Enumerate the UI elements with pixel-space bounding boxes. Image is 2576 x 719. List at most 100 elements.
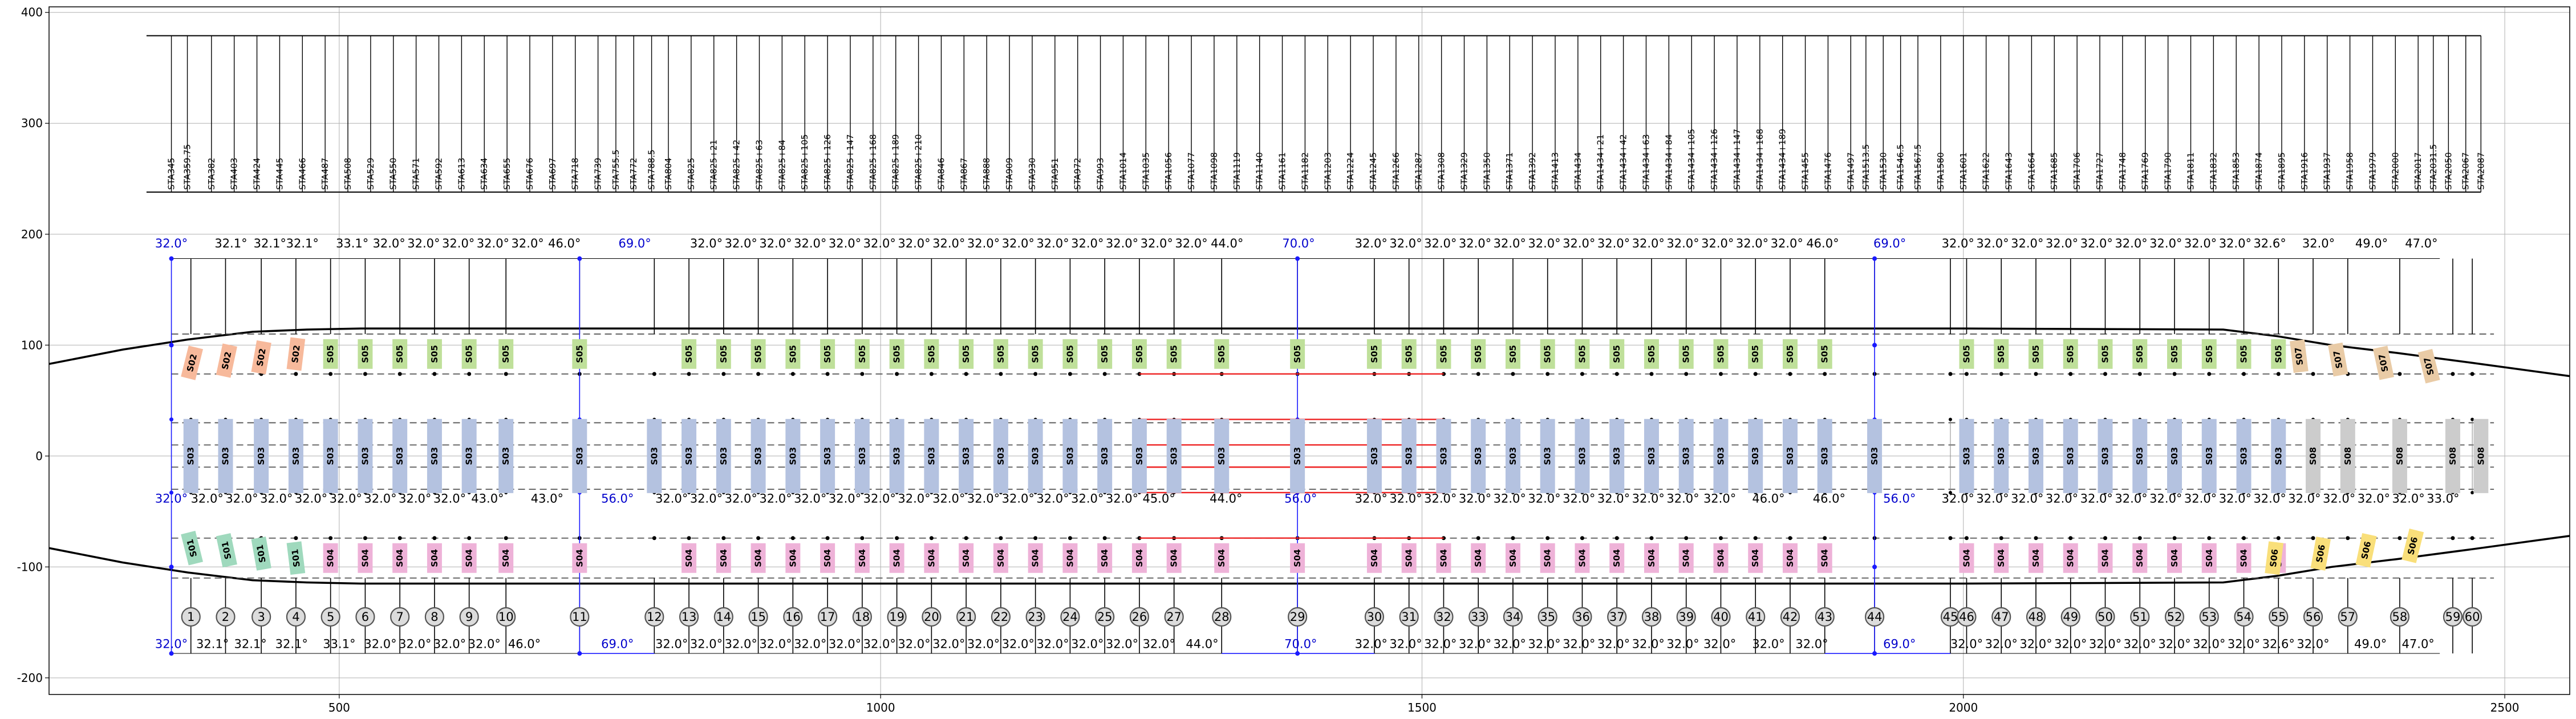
section-label: S03 xyxy=(1404,447,1414,465)
node-point xyxy=(790,536,795,541)
blue-node xyxy=(169,343,174,348)
frame-number: 34 xyxy=(1506,610,1521,624)
section-fill xyxy=(2167,543,2182,573)
node-point xyxy=(2346,536,2350,541)
section-label: S03 xyxy=(788,447,798,465)
node-point xyxy=(1948,536,1953,541)
section-fill xyxy=(751,419,766,493)
station-label: STA1530 xyxy=(1878,152,1888,190)
section-label: S03 xyxy=(1820,447,1830,465)
station-label: STA1685 xyxy=(2049,152,2059,190)
section-block-s05: S05 xyxy=(1401,339,1417,369)
node-point xyxy=(1614,372,1619,376)
bottom-angle-label: 33.1° xyxy=(323,637,355,651)
section-fill xyxy=(572,339,587,369)
station-label: STA466 xyxy=(297,158,307,190)
frame-number: 25 xyxy=(1097,610,1113,624)
section-fill xyxy=(1817,339,1832,369)
section-label: S05 xyxy=(395,345,405,363)
section-block-s03: S03 xyxy=(1782,419,1798,493)
frame-number: 28 xyxy=(1214,610,1230,624)
top-angle-label: 32.0° xyxy=(1563,237,1595,250)
node-point xyxy=(2137,536,2142,541)
section-label: S04 xyxy=(788,549,798,567)
bottom-angle-label: 32.0° xyxy=(2158,637,2190,651)
section-block-s06: S06 xyxy=(2401,529,2424,563)
station-label: STA1182 xyxy=(1300,152,1310,190)
section-block-s04: S04 xyxy=(1994,543,2009,573)
section-block-s04: S04 xyxy=(1817,543,1832,573)
section-label: S05 xyxy=(753,345,764,363)
section-fill xyxy=(1540,543,1555,573)
section-label: S03 xyxy=(1065,447,1075,465)
section-label: S04 xyxy=(2066,549,2076,567)
section-label: S04 xyxy=(1369,549,1380,567)
section-block-s07: S07 xyxy=(2328,342,2348,377)
section-block-s05: S05 xyxy=(392,339,408,369)
frame-number-circle xyxy=(2130,607,2150,627)
mid-angle-label: 46.0° xyxy=(1752,491,1784,505)
section-fill xyxy=(1713,543,1729,573)
mid-angle-label: 44.0° xyxy=(1210,491,1242,505)
section-fill xyxy=(358,419,373,493)
station-label: STA1434+42 xyxy=(1618,134,1629,190)
frame-number-circle xyxy=(2390,607,2410,627)
section-fill xyxy=(716,339,731,369)
node-point xyxy=(790,372,795,376)
section-fill xyxy=(251,340,271,375)
station-label: STA1567.5 xyxy=(1913,144,1923,190)
section-label: S04 xyxy=(2239,549,2249,567)
section-fill xyxy=(2445,419,2460,493)
frame-number-circle xyxy=(1364,607,1385,627)
frame-number-circle xyxy=(1864,607,1885,627)
section-block-s04: S04 xyxy=(427,543,442,573)
station-label: STA1513.5 xyxy=(1861,144,1871,190)
section-fill xyxy=(1575,339,1590,369)
station-label: STA1308 xyxy=(1437,152,1447,190)
top-angle-label: 32.0° xyxy=(1632,237,1665,250)
section-block-s05: S05 xyxy=(2236,339,2252,369)
node-point xyxy=(999,372,1003,376)
section-label: S05 xyxy=(1404,345,1414,363)
section-block-s05: S05 xyxy=(1817,339,1832,369)
section-fill xyxy=(1131,543,1147,573)
section-label: S04 xyxy=(719,549,729,567)
section-fill xyxy=(1959,339,1974,369)
frame-number: 22 xyxy=(993,610,1009,624)
section-block-s04: S04 xyxy=(2167,543,2182,573)
section-fill xyxy=(498,543,514,573)
mid-angle-label: 32.0° xyxy=(1703,491,1736,505)
section-fill xyxy=(924,419,939,493)
section-label: S06 xyxy=(2268,549,2281,568)
section-block-s07: S07 xyxy=(2372,346,2394,380)
section-fill xyxy=(647,419,662,493)
section-fill xyxy=(924,543,939,573)
node-point xyxy=(1068,372,1072,376)
section-fill xyxy=(1748,543,1763,573)
section-fill xyxy=(1436,339,1451,369)
section-block-s03: S03 xyxy=(358,419,373,493)
station-label: STA487 xyxy=(320,158,330,190)
blue-node xyxy=(169,417,174,422)
section-label: S04 xyxy=(2135,549,2145,567)
station-label: STA1937 xyxy=(2322,152,2332,190)
station-label: STA1853 xyxy=(2231,152,2241,190)
node-point xyxy=(1948,490,1952,494)
frame-number-circle xyxy=(286,607,306,627)
node-point xyxy=(1580,536,1584,541)
lower-skin-line xyxy=(49,535,2570,585)
bottom-angle-label: 32.0° xyxy=(1355,637,1388,651)
station-label: STA1874 xyxy=(2254,152,2264,190)
section-fill xyxy=(2028,419,2043,493)
section-fill xyxy=(254,419,269,493)
frame-number: 7 xyxy=(396,610,403,624)
node-point xyxy=(2470,536,2474,541)
section-label: S05 xyxy=(961,345,971,363)
section-block-s03: S03 xyxy=(2063,419,2078,493)
station-label: STA1434+21 xyxy=(1596,134,1606,190)
top-angle-label: 32.0° xyxy=(1071,237,1104,250)
section-label: S05 xyxy=(501,345,511,363)
node-point xyxy=(2242,536,2246,541)
frame-number: 38 xyxy=(1644,610,1660,624)
station-label: STA825+147 xyxy=(845,134,855,190)
